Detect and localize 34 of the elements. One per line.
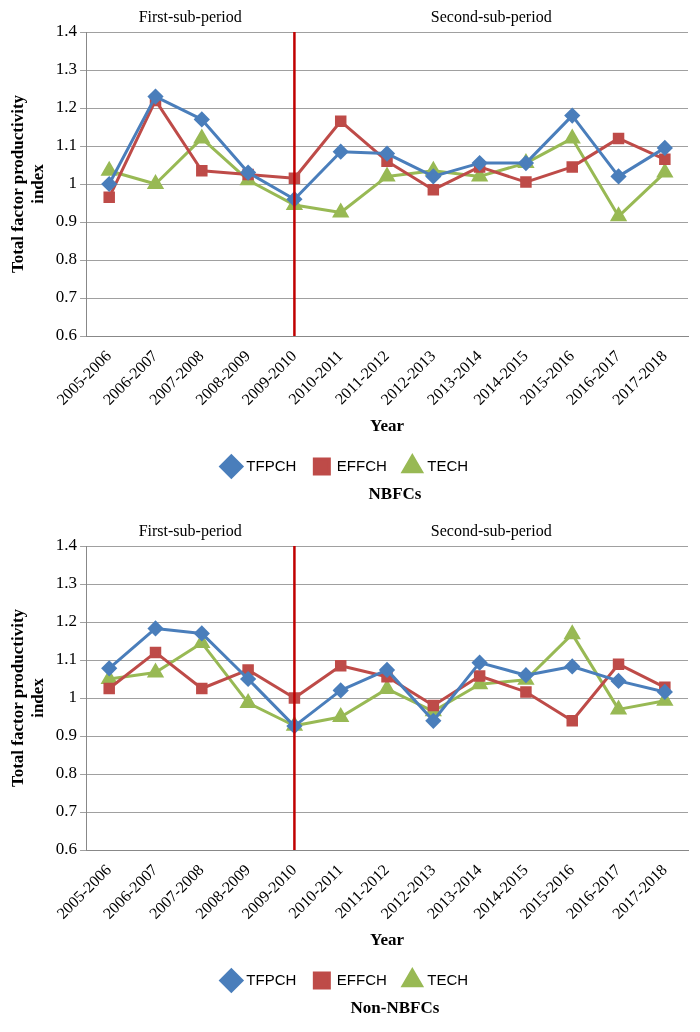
x-axis-title: Year [370, 930, 405, 950]
y-tick-label: 1 [68, 687, 78, 707]
y-tick-label: 0.6 [55, 325, 78, 345]
legend-label: TFPCH [246, 456, 297, 474]
legend-label: EFFCH [336, 456, 387, 474]
y-tick-label: 1.2 [55, 611, 78, 631]
y-tick-label: 0.6 [55, 839, 78, 859]
x-axis-title: Year [370, 416, 405, 436]
y-tick-label: 0.7 [55, 801, 78, 821]
y-tick-label: 1.3 [55, 59, 78, 79]
text: First-sub-period [138, 522, 242, 541]
y-tick-label: 0.7 [55, 287, 78, 307]
text: Second-sub-period [430, 8, 552, 27]
y-tick-label: 1 [68, 173, 78, 193]
legend-label: TECH [427, 456, 469, 474]
legend-label: EFFCH [336, 970, 387, 988]
legend-label: TECH [427, 970, 469, 988]
legend-label: TFPCH [246, 970, 297, 988]
y-axis-title: Total factor productivity index [7, 608, 47, 788]
text: Non-NBFCs [349, 998, 441, 1019]
y-tick-label: 0.9 [55, 725, 78, 745]
y-tick-label: 1.4 [55, 21, 78, 41]
text: Second-sub-period [430, 522, 552, 541]
y-tick-label: 1.2 [55, 97, 78, 117]
y-tick-label: 1.3 [55, 573, 78, 593]
y-tick-label: 0.8 [55, 763, 78, 783]
y-tick-label: 0.8 [55, 249, 78, 269]
y-tick-label: 1.1 [55, 649, 78, 669]
text: NBFCs [367, 484, 423, 505]
y-tick-label: 0.9 [55, 211, 78, 231]
text: First-sub-period [138, 8, 242, 27]
y-axis-title: Total factor productivity index [7, 94, 47, 274]
y-tick-label: 1.1 [55, 135, 78, 155]
y-tick-label: 1.4 [55, 535, 78, 555]
